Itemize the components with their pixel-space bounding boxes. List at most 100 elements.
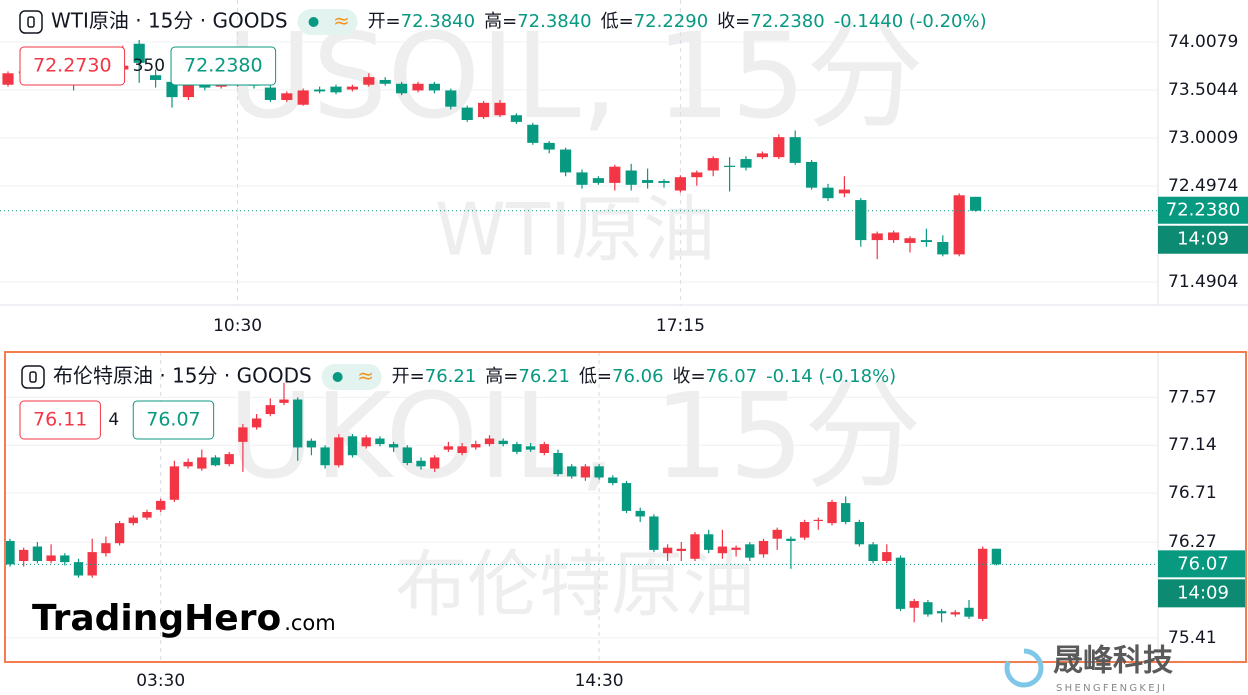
candle-body (978, 548, 988, 619)
candle-body (281, 93, 293, 100)
candle-body (471, 444, 481, 448)
candle-body (827, 501, 837, 524)
brand-logo: TradingHero (32, 598, 281, 639)
ohlc-label: 低= (601, 11, 634, 32)
countdown-label: 14:09 (1177, 229, 1229, 250)
change-value: -0.14 (-0.18%) (766, 366, 896, 387)
candle-body (740, 159, 752, 168)
candle-body (363, 77, 375, 85)
ohlc-value: 72.2380 (750, 11, 824, 32)
ohlc-value: 76.06 (612, 366, 664, 387)
candle-body (707, 158, 719, 171)
candle-body (621, 483, 632, 511)
candle-body (772, 529, 782, 539)
candle-body (909, 601, 919, 608)
candle-body (484, 438, 495, 445)
symbol-icon (21, 365, 45, 389)
candle-body (539, 444, 549, 453)
last-price-label: 76.07 (1177, 553, 1229, 574)
candle-body (580, 466, 591, 478)
bid-price: 72.2730 (33, 55, 112, 77)
candle-body (133, 43, 145, 63)
candle-body (494, 102, 506, 116)
candle-body (786, 538, 796, 541)
ohlc-label: 开= (368, 11, 401, 32)
ask-price: 72.2380 (184, 55, 263, 77)
brand-logo-suffix: .com (284, 611, 336, 635)
candle-body (895, 557, 906, 609)
candle-body (402, 447, 412, 464)
candle-body (412, 83, 424, 91)
bid-box (19, 400, 101, 440)
x-tick-label: 03:30 (136, 671, 185, 691)
y-tick-label: 77.57 (1168, 387, 1217, 407)
candle-body (704, 534, 714, 550)
candle-body (658, 180, 670, 183)
candle-body (19, 549, 29, 562)
y-tick-label: 76.27 (1168, 532, 1217, 552)
candle-body (197, 457, 207, 469)
ohlc-label: 高= (485, 366, 518, 387)
ask-price: 76.07 (146, 409, 200, 431)
candle-body (868, 544, 878, 562)
countdown-tag (1158, 579, 1246, 608)
candle-body (756, 153, 768, 158)
candle-body (806, 161, 818, 188)
candle-body (841, 503, 851, 523)
candle-body (745, 544, 755, 558)
last-price-label: 72.2380 (1166, 200, 1240, 221)
candle-body (717, 546, 728, 554)
candle-body (510, 115, 522, 122)
candle-body (297, 90, 309, 105)
candle-body (182, 84, 194, 98)
y-tick-label: 76.71 (1168, 483, 1217, 503)
candle-body (576, 172, 588, 185)
candle-body (478, 102, 490, 118)
ohlc-value: 76.21 (425, 366, 477, 387)
ohlc-value: 76.21 (518, 366, 570, 387)
candle-body (635, 510, 645, 517)
candle-body (430, 457, 440, 469)
x-tick-label: 17:15 (656, 316, 705, 336)
candle-body (871, 233, 883, 241)
candle-body (609, 166, 621, 183)
candle-body (625, 170, 637, 185)
candle-body (461, 107, 473, 120)
price-axis (1158, 352, 1246, 662)
candle-body (46, 555, 56, 562)
candle-body (156, 500, 166, 510)
last-price-tag (1158, 196, 1248, 224)
candle-body (882, 552, 892, 562)
candle-body (498, 440, 508, 445)
candle-body (649, 516, 659, 550)
candle-body (32, 546, 43, 562)
company-name-en: SHENGFENGKEJI (1056, 683, 1167, 694)
candle-body (674, 177, 686, 191)
candle-body (379, 79, 391, 84)
candle-body (150, 75, 162, 80)
watermark: WTI原油 (435, 188, 715, 272)
ask-box (170, 46, 277, 86)
candle-body (608, 477, 618, 484)
candle-body (183, 461, 193, 467)
candle-body (991, 548, 1002, 565)
candle-body (445, 90, 457, 107)
candle-body (114, 523, 125, 544)
bid-box (19, 46, 126, 86)
candle-body (166, 81, 178, 98)
candle-body (60, 555, 70, 563)
candle-body (457, 446, 467, 453)
candle-body (330, 86, 342, 93)
candle-body (320, 447, 330, 466)
candle-body (334, 437, 344, 466)
ohlc-label: 高= (484, 11, 517, 32)
candle-body (512, 444, 522, 452)
candle-body (101, 543, 111, 554)
candle-body (789, 137, 801, 163)
countdown-tag (1158, 225, 1248, 254)
candle-body (361, 437, 371, 447)
y-tick-label: 75.41 (1168, 628, 1217, 648)
candle-body (443, 446, 454, 450)
y-tick-label: 72.4974 (1168, 176, 1238, 196)
